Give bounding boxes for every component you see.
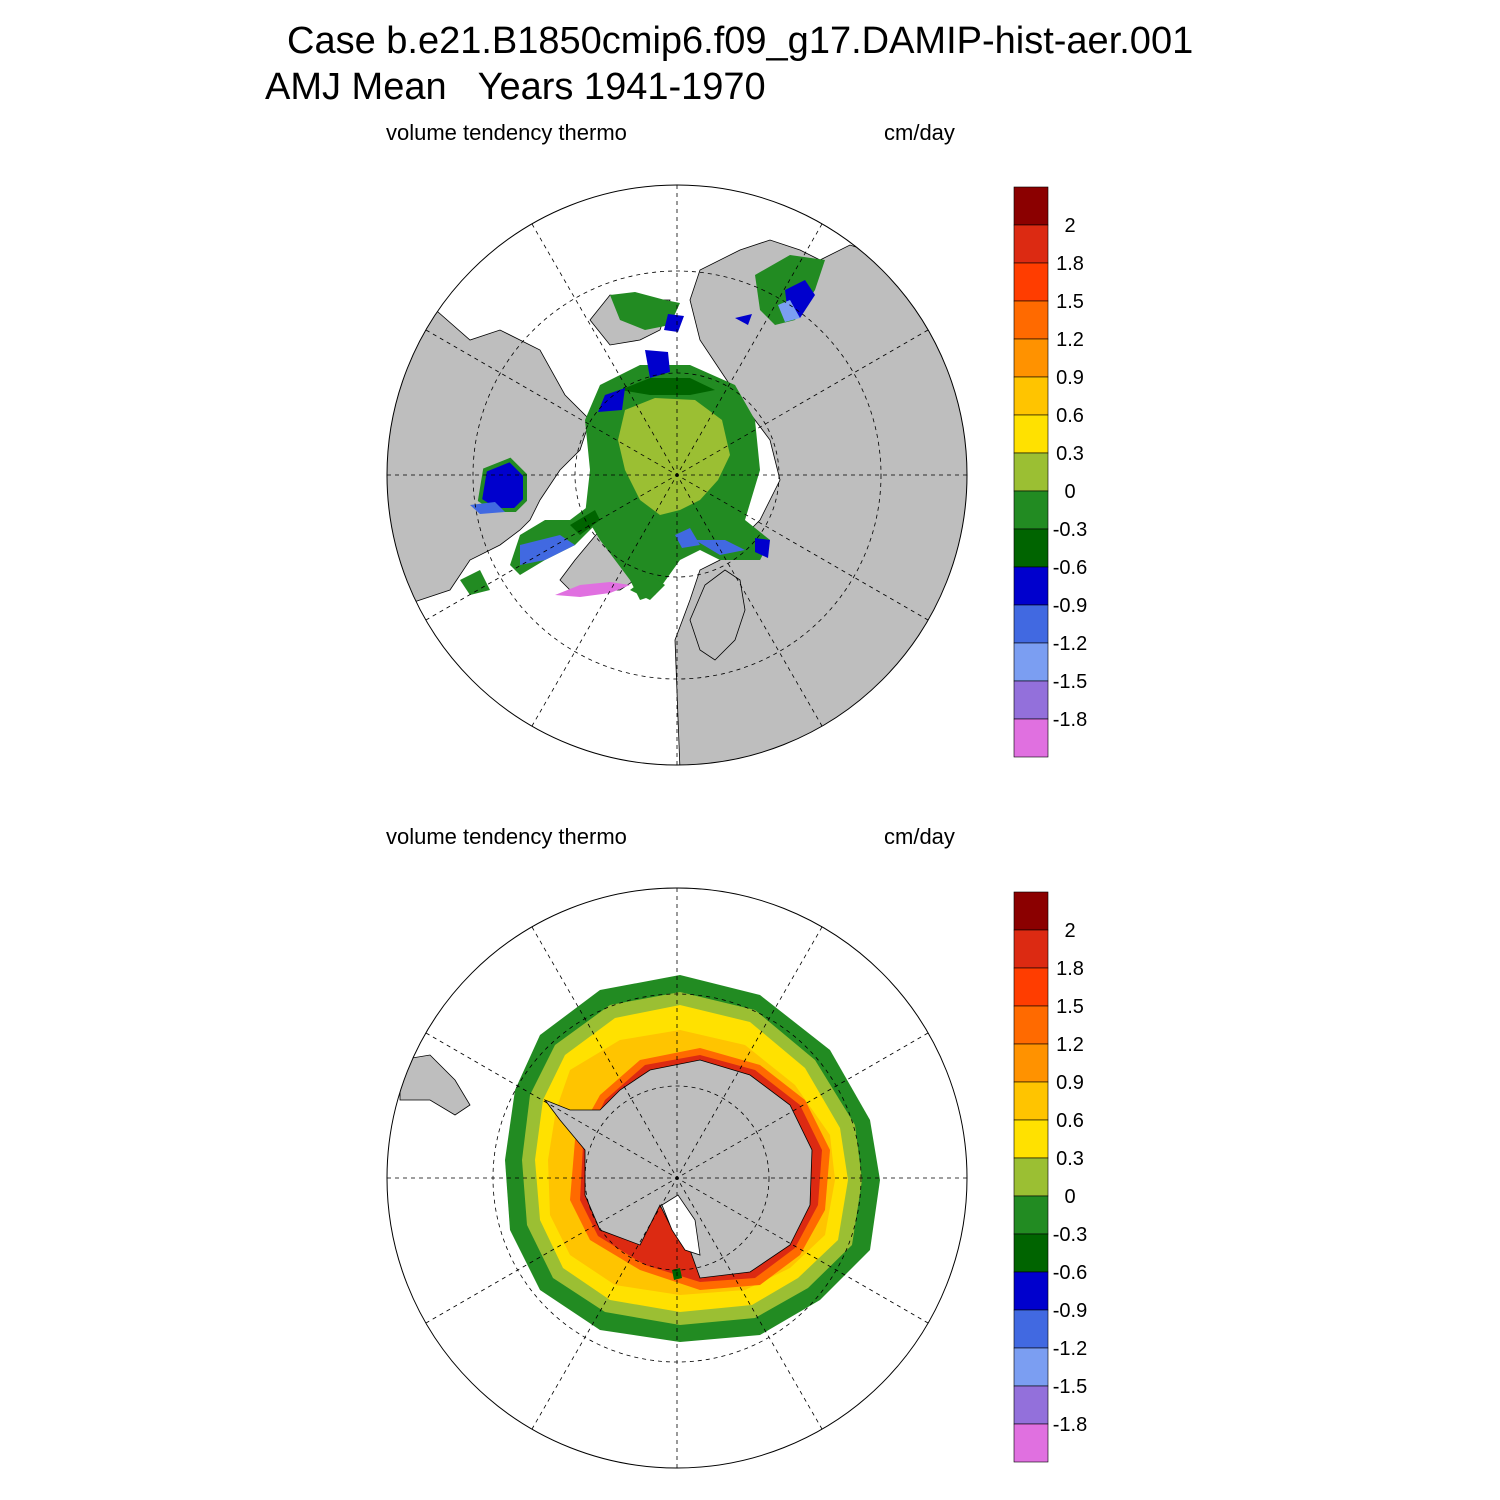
south-colorbar-level-label: 1.8 [1056, 958, 1084, 980]
figure-title-case: Case b.e21.B1850cmip6.f09_g17.DAMIP-hist… [287, 20, 1194, 62]
south-colorbar-level-label: -0.6 [1053, 1262, 1087, 1284]
north-colorbar-level-label: -0.6 [1053, 557, 1087, 579]
south-colorbar-swatch [1013, 1157, 1049, 1197]
north-colorbar-swatch [1013, 452, 1049, 492]
south-colorbar-swatch [1013, 1119, 1049, 1159]
north-colorbar-swatch [1013, 186, 1049, 226]
south-colorbar-swatch [1013, 1005, 1049, 1045]
south-colorbar-swatch [1013, 1423, 1049, 1463]
south-colorbar-level-label: 0 [1064, 1186, 1075, 1208]
north-colorbar-level-label: 1.5 [1056, 291, 1084, 313]
south-colorbar-swatch [1013, 1233, 1049, 1273]
north-colorbar-swatch [1013, 300, 1049, 340]
north-colorbar-swatch [1013, 566, 1049, 606]
south-colorbar-swatch [1013, 1385, 1049, 1425]
north-colorbar-swatch [1013, 262, 1049, 302]
north-panel-units-label: cm/day [884, 120, 955, 145]
south-colorbar-swatch [1013, 1271, 1049, 1311]
south-polar-map [386, 887, 968, 1469]
north-colorbar-level-label: -1.5 [1053, 671, 1087, 693]
north-colorbar-swatch [1013, 680, 1049, 720]
south-colorbar-level-label: 2 [1064, 920, 1075, 942]
south-colorbar-swatch [1013, 967, 1049, 1007]
south-colorbar-level-label: -0.9 [1053, 1300, 1087, 1322]
south-panel-variable-label: volume tendency thermo [386, 824, 627, 849]
north-polar-map [386, 184, 968, 766]
south-colorbar-level-label: -1.8 [1053, 1414, 1087, 1436]
south-colorbar-level-label: -0.3 [1053, 1224, 1087, 1246]
north-panel-variable-label: volume tendency thermo [386, 120, 627, 145]
north-ice-hudson-bay [477, 457, 527, 512]
south-colorbar-level-label: -1.5 [1053, 1376, 1087, 1398]
north-colorbar-level-label: 2 [1064, 215, 1075, 237]
north-colorbar-level-label: -0.3 [1053, 519, 1087, 541]
north-colorbar-level-label: 1.2 [1056, 329, 1084, 351]
south-colorbar-level-label: 1.5 [1056, 996, 1084, 1018]
north-colorbar-swatch [1013, 642, 1049, 682]
north-colorbar-swatch [1013, 528, 1049, 568]
south-colorbar-swatch [1013, 1043, 1049, 1083]
north-colorbar-swatch [1013, 718, 1049, 758]
north-colorbar-level-label: 0.9 [1056, 367, 1084, 389]
north-colorbar-swatch [1013, 224, 1049, 264]
south-colorbar-swatch [1013, 1081, 1049, 1121]
south-colorbar-level-label: 0.3 [1056, 1148, 1084, 1170]
north-land-scandinavia [689, 569, 746, 661]
north-colorbar-level-label: -1.8 [1053, 709, 1087, 731]
south-colorbar-level-label: 0.6 [1056, 1110, 1084, 1132]
north-colorbar-swatch [1013, 490, 1049, 530]
south-colorbar-swatch [1013, 1195, 1049, 1235]
south-panel-units-label: cm/day [884, 824, 955, 849]
figure-title-period: AMJ Mean Years 1941-1970 [265, 66, 766, 108]
south-colorbar-level-label: 0.9 [1056, 1072, 1084, 1094]
north-colorbar-swatch [1013, 604, 1049, 644]
north-colorbar-swatch [1013, 338, 1049, 378]
south-colorbar-swatch [1013, 929, 1049, 969]
north-colorbar-swatch [1013, 376, 1049, 416]
south-land-south-america [399, 1054, 471, 1116]
north-colorbar-swatch [1013, 414, 1049, 454]
north-colorbar-level-label: -0.9 [1053, 595, 1087, 617]
south-land-antarctica [543, 1059, 813, 1279]
south-colorbar: 2 1.8 1.5 1.2 0.9 0.6 0.3 0 -0.3 -0.6 -0.9 -1.2 -1.5… [1013, 891, 1087, 1463]
north-colorbar-level-label: -1.2 [1053, 633, 1087, 655]
south-colorbar-swatch [1013, 1347, 1049, 1387]
south-colorbar-level-label: 1.2 [1056, 1034, 1084, 1056]
north-colorbar-level-label: 0.6 [1056, 405, 1084, 427]
south-colorbar-swatch [1013, 891, 1049, 931]
south-colorbar-level-label: -1.2 [1053, 1338, 1087, 1360]
south-colorbar-swatch [1013, 1309, 1049, 1349]
north-ice-arctic-center [618, 398, 730, 515]
north-colorbar: 2 1.8 1.5 1.2 0.9 0.6 0.3 0 -0.3 -0.6 -0.9 -1.2 -1.5… [1013, 186, 1087, 758]
north-colorbar-level-label: 0.3 [1056, 443, 1084, 465]
north-colorbar-level-label: 0 [1064, 481, 1075, 503]
north-colorbar-level-label: 1.8 [1056, 253, 1084, 275]
